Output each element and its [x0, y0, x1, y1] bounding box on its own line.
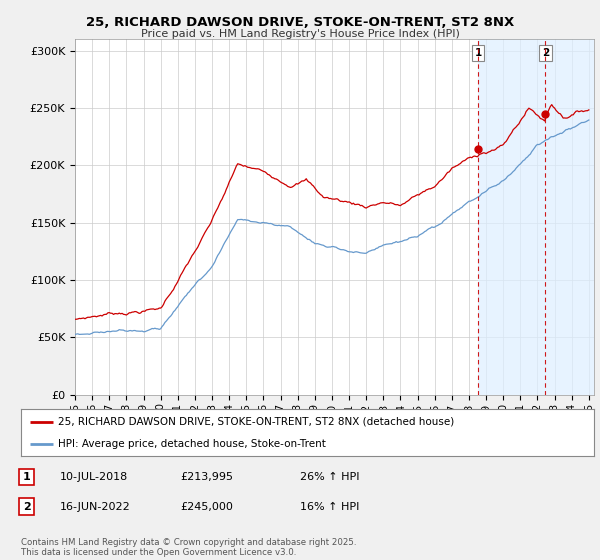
Text: 1: 1 [23, 472, 31, 482]
Text: 16% ↑ HPI: 16% ↑ HPI [300, 502, 359, 512]
Text: 25, RICHARD DAWSON DRIVE, STOKE-ON-TRENT, ST2 8NX (detached house): 25, RICHARD DAWSON DRIVE, STOKE-ON-TRENT… [58, 417, 454, 427]
Text: 2: 2 [542, 48, 549, 58]
Text: 25, RICHARD DAWSON DRIVE, STOKE-ON-TRENT, ST2 8NX: 25, RICHARD DAWSON DRIVE, STOKE-ON-TRENT… [86, 16, 514, 29]
Text: Contains HM Land Registry data © Crown copyright and database right 2025.
This d: Contains HM Land Registry data © Crown c… [21, 538, 356, 557]
Text: Price paid vs. HM Land Registry's House Price Index (HPI): Price paid vs. HM Land Registry's House … [140, 29, 460, 39]
Text: 2: 2 [23, 502, 31, 512]
Bar [478, 39, 594, 395]
Text: 16-JUN-2022: 16-JUN-2022 [60, 502, 131, 512]
Text: HPI: Average price, detached house, Stoke-on-Trent: HPI: Average price, detached house, Stok… [58, 438, 326, 449]
Text: £213,995: £213,995 [180, 472, 233, 482]
Text: 26% ↑ HPI: 26% ↑ HPI [300, 472, 359, 482]
Text: £245,000: £245,000 [180, 502, 233, 512]
Text: 1: 1 [475, 48, 482, 58]
Text: 10-JUL-2018: 10-JUL-2018 [60, 472, 128, 482]
